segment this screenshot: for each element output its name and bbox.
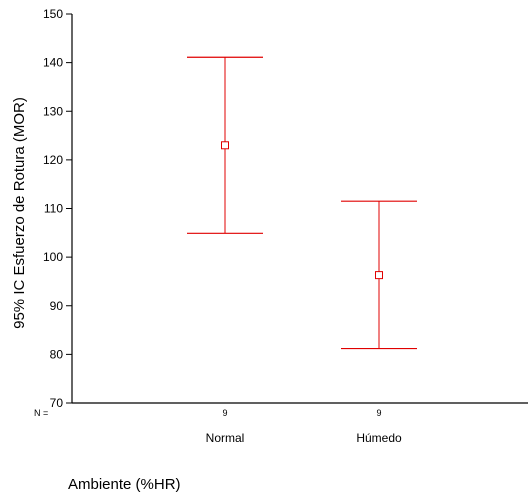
mean-marker bbox=[375, 271, 383, 280]
error-bar bbox=[341, 200, 417, 350]
y-axis-title: 95% IC Esfuerzo de Rotura (MOR) bbox=[11, 97, 28, 329]
y-tick-label: 140 bbox=[43, 56, 63, 70]
n-prefix-label: N = bbox=[34, 408, 48, 418]
category-labels: Normal Húmedo bbox=[206, 431, 402, 445]
n-count-label: 9 bbox=[222, 408, 227, 418]
x-category-label: Normal bbox=[206, 431, 245, 445]
x-category-label: Húmedo bbox=[356, 431, 402, 445]
y-tick-label: 110 bbox=[44, 202, 63, 216]
y-axis-ticks: 70 80 90 100 110 120 130 140 150 bbox=[43, 7, 72, 410]
error-bars bbox=[187, 56, 417, 350]
y-tick-label: 90 bbox=[50, 299, 64, 313]
y-tick-label: 150 bbox=[43, 7, 63, 21]
y-tick-label: 70 bbox=[50, 396, 64, 410]
y-tick-label: 130 bbox=[43, 104, 63, 118]
x-axis-title: Ambiente (%HR) bbox=[68, 476, 181, 493]
mean-marker bbox=[221, 141, 229, 150]
y-tick-label: 100 bbox=[43, 250, 63, 264]
y-tick-label: 80 bbox=[50, 347, 64, 361]
n-count-label: 9 bbox=[376, 408, 381, 418]
y-tick-label: 120 bbox=[43, 153, 63, 167]
error-bar bbox=[187, 56, 263, 234]
n-labels: N = 9 9 bbox=[34, 408, 382, 418]
